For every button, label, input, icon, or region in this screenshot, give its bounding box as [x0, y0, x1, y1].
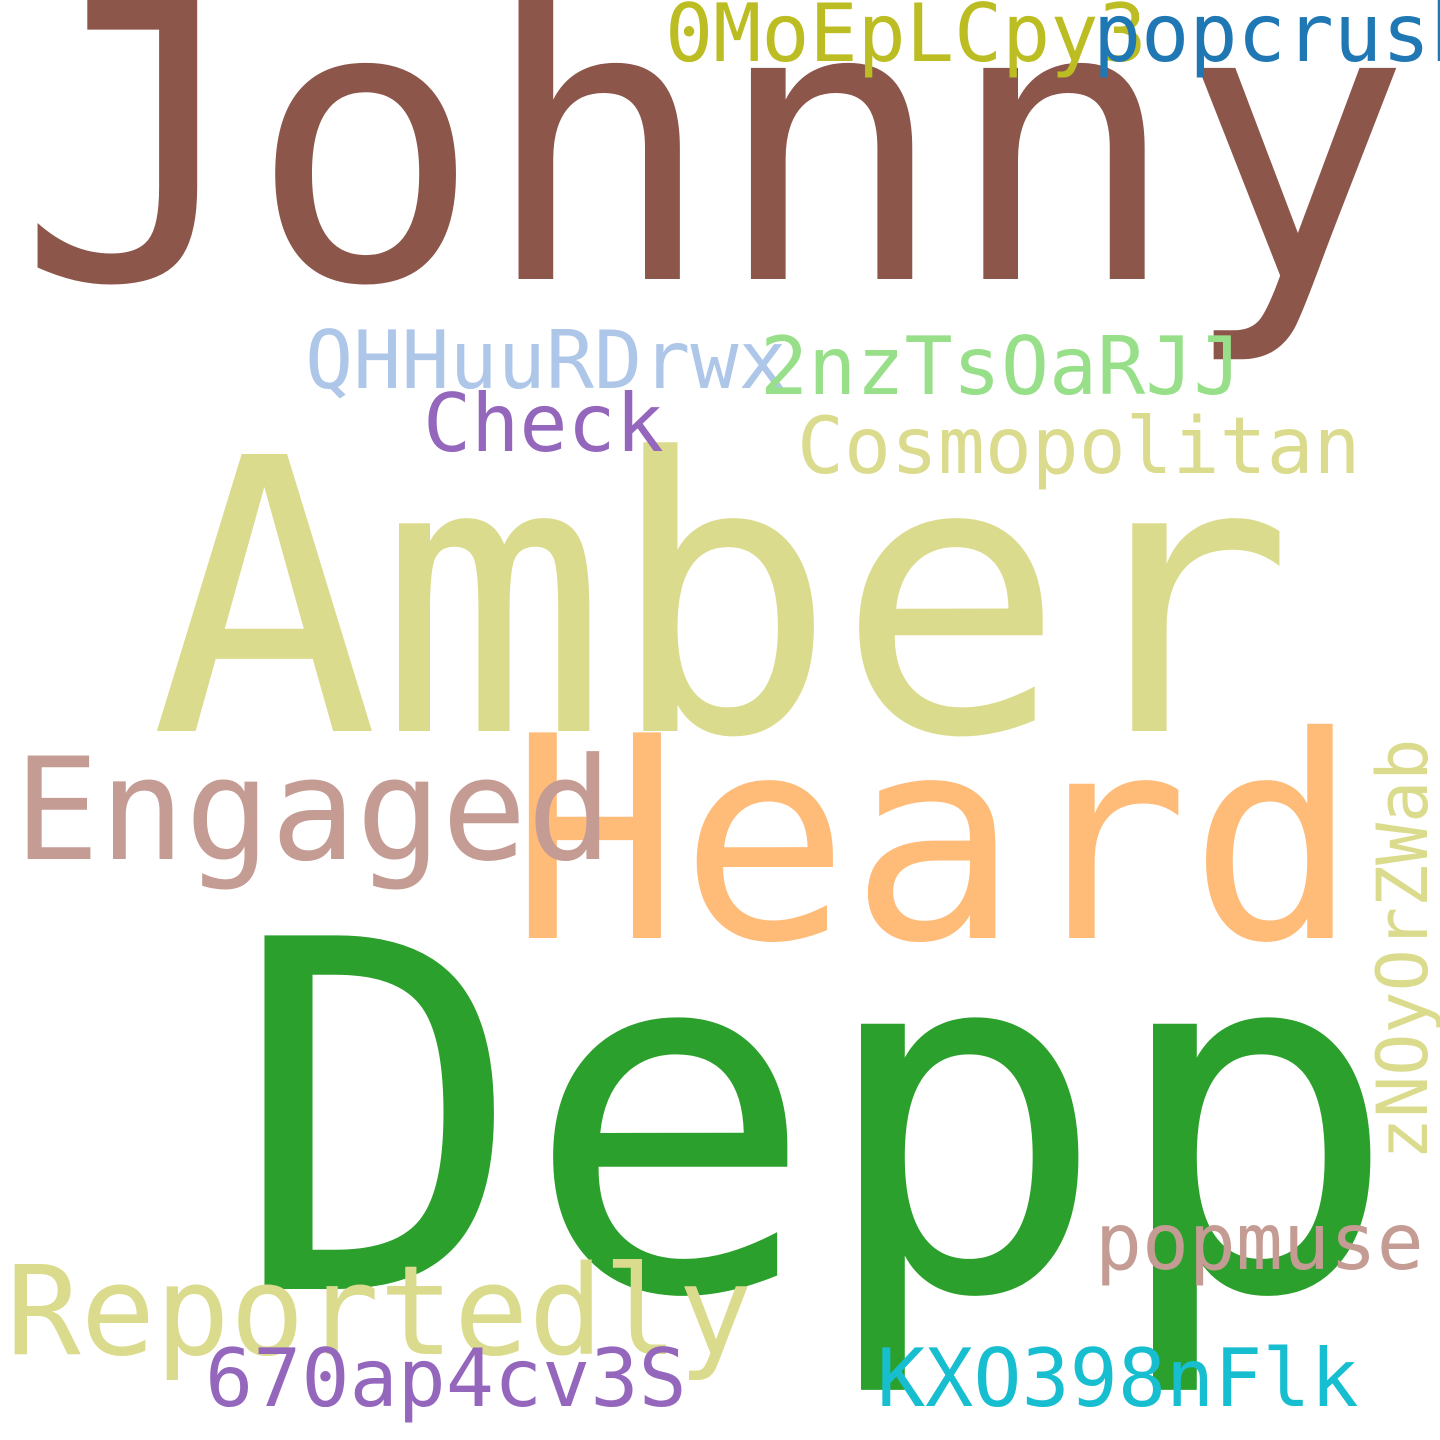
word-depp: Depp — [232, 840, 1400, 1404]
word-0moeplcpy3: 0MoEpLCpy3 — [665, 0, 1147, 80]
word-popmuse: popmuse — [1095, 1198, 1424, 1288]
word-qhhuurdrwx: QHHuuRDrwx — [305, 314, 787, 407]
word-engaged: Engaged — [14, 728, 613, 893]
word-heard: Heard — [510, 676, 1359, 1005]
word-johnny: Johnny — [17, 0, 1412, 371]
word-2nztsoarjj: 2nzTsOaRJJ — [760, 320, 1242, 413]
word-kxo398nflk: KXO398nFlk — [877, 1332, 1359, 1425]
word-amber: Amber — [150, 378, 1294, 821]
word-cosmopolitan: Cosmopolitan — [797, 402, 1361, 492]
word-popcrush: popcrush — [1093, 0, 1440, 80]
word-znoyorzwab: zNOyOrZWab — [1362, 738, 1440, 1160]
word-670ap4cv3s: 670ap4cv3S — [205, 1332, 687, 1425]
word-check: Check — [423, 377, 664, 470]
word-reportedly: Reportedly — [6, 1240, 753, 1384]
